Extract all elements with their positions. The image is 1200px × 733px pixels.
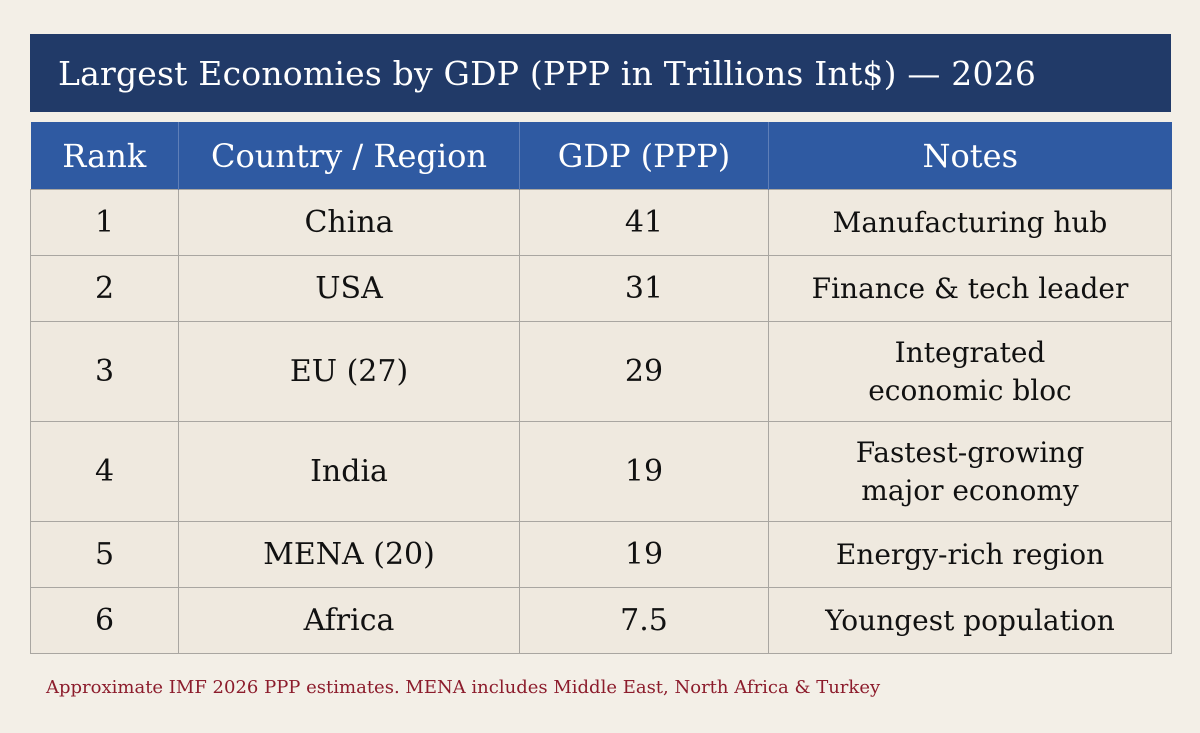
header-country: Country / Region xyxy=(178,122,520,190)
gdp-cell: 7.5 xyxy=(519,587,769,654)
rank-cell: 6 xyxy=(30,587,179,654)
notes-cell: Manufacturing hub xyxy=(768,189,1172,256)
gdp-cell: 29 xyxy=(519,321,769,422)
header-gdp: GDP (PPP) xyxy=(519,122,769,190)
table-row: 1 China 41 Manufacturing hub xyxy=(30,189,1172,256)
table-row: 6 Africa 7.5 Youngest population xyxy=(30,587,1172,654)
rank-cell: 4 xyxy=(30,421,179,522)
gdp-cell: 41 xyxy=(519,189,769,256)
notes-cell: Youngest population xyxy=(768,587,1172,654)
table-title: Largest Economies by GDP (PPP in Trillio… xyxy=(58,53,1037,93)
notes-line: Fastest-growing xyxy=(855,435,1085,469)
table-row: 3 EU (27) 29 Integrated economic bloc xyxy=(30,321,1172,422)
country-cell: India xyxy=(178,421,520,522)
notes-cell: Finance & tech leader xyxy=(768,255,1172,322)
table-row: 4 India 19 Fastest-growing major economy xyxy=(30,421,1172,522)
notes-cell: Fastest-growing major economy xyxy=(768,421,1172,522)
header-rank: Rank xyxy=(30,122,179,190)
notes-line: Energy-rich region xyxy=(835,537,1105,571)
notes-line: Youngest population xyxy=(825,603,1115,637)
rank-cell: 5 xyxy=(30,521,179,588)
table-row: 2 USA 31 Finance & tech leader xyxy=(30,255,1172,322)
rank-cell: 3 xyxy=(30,321,179,422)
notes-line: major economy xyxy=(861,473,1079,507)
gdp-cell: 19 xyxy=(519,421,769,522)
gdp-cell: 31 xyxy=(519,255,769,322)
notes-line: Integrated xyxy=(894,335,1046,369)
country-cell: USA xyxy=(178,255,520,322)
country-cell: EU (27) xyxy=(178,321,520,422)
gdp-table: Rank Country / Region GDP (PPP) Notes 1 … xyxy=(30,122,1172,654)
notes-line: Finance & tech leader xyxy=(811,271,1129,305)
header-row: Rank Country / Region GDP (PPP) Notes xyxy=(30,122,1172,190)
notes-line: Manufacturing hub xyxy=(832,205,1108,239)
notes-line: economic bloc xyxy=(868,373,1072,407)
country-cell: Africa xyxy=(178,587,520,654)
title-bar: Largest Economies by GDP (PPP in Trillio… xyxy=(30,34,1171,112)
rank-cell: 2 xyxy=(30,255,179,322)
country-cell: China xyxy=(178,189,520,256)
notes-cell: Energy-rich region xyxy=(768,521,1172,588)
footnote: Approximate IMF 2026 PPP estimates. MENA… xyxy=(46,677,881,698)
rank-cell: 1 xyxy=(30,189,179,256)
table-row: 5 MENA (20) 19 Energy-rich region xyxy=(30,521,1172,588)
gdp-cell: 19 xyxy=(519,521,769,588)
header-notes: Notes xyxy=(768,122,1172,190)
country-cell: MENA (20) xyxy=(178,521,520,588)
notes-cell: Integrated economic bloc xyxy=(768,321,1172,422)
